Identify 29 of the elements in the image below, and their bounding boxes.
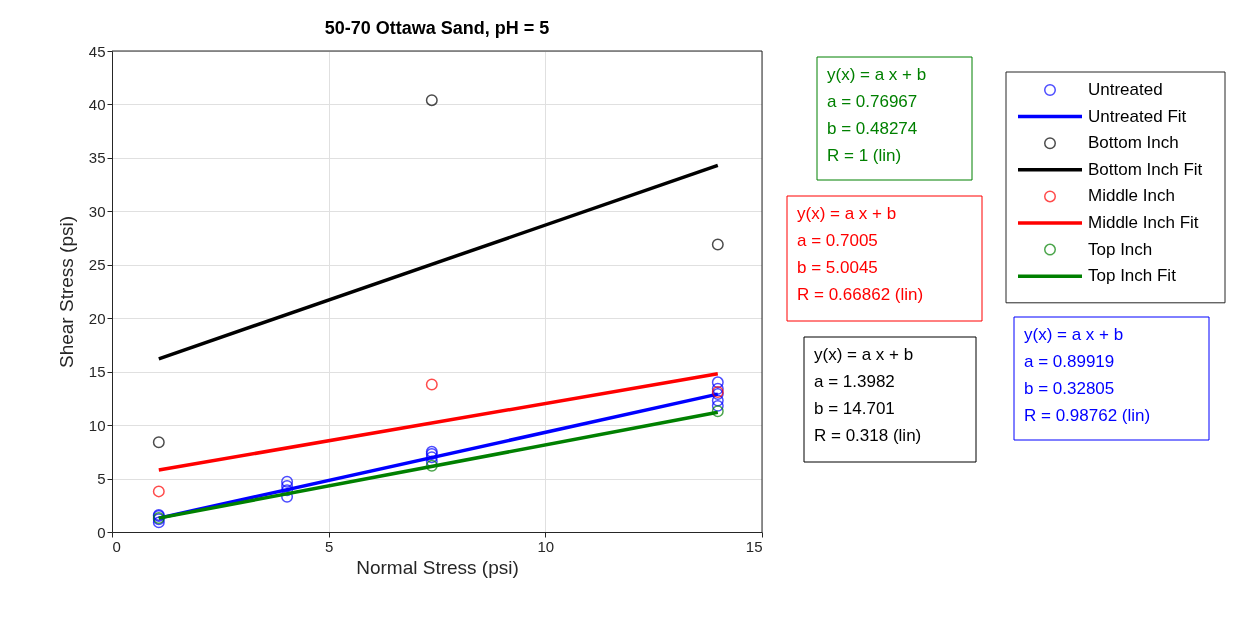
legend-label: Untreated Fit: [1088, 106, 1187, 126]
y-tick-label: 35: [88, 149, 106, 167]
y-tick-label: 30: [88, 202, 106, 220]
y-tick-label: 20: [88, 309, 106, 327]
x-axis-title: Normal Stress (psi): [356, 556, 519, 578]
legend-label: Middle Inch: [1088, 186, 1175, 206]
chart-title: 50-70 Ottawa Sand, pH = 5: [324, 18, 550, 38]
x-tick-label: 5: [324, 537, 334, 555]
text: y(x) = a x + b a = 0.7005 b = 5.0045 R = 0.66862 (lin): [797, 204, 924, 304]
y-tick-label: 5: [97, 470, 106, 488]
y-tick-label: 0: [97, 523, 106, 541]
text: y(x) = a x + b a = 0.76967 b = 0.48274 R = 1 (lin): [827, 65, 927, 165]
text: y(x) = a x + b a = 0.89919 b = 0.32805 R = 0.98762 (lin): [1024, 325, 1151, 425]
y-axis-title: Shear Stress (psi): [55, 215, 77, 369]
x-tick-label: 0: [112, 537, 121, 555]
x-tick-label: 10: [537, 537, 555, 555]
legend-label: Untreated: [1088, 80, 1163, 99]
text: y(x) = a x + b a = 1.3982 b = 14.701 R = 0.318 (lin): [814, 345, 922, 445]
y-tick-label: 45: [88, 42, 106, 60]
legend-label: Top Inch Fit: [1088, 266, 1177, 286]
legend-label: Middle Inch Fit: [1088, 213, 1199, 232]
y-tick-label: 15: [88, 363, 106, 381]
x-tick-label: 15: [745, 537, 763, 555]
legend-label: Top Inch: [1088, 239, 1153, 259]
y-tick-label: 25: [88, 256, 106, 274]
y-tick-label: 40: [88, 95, 106, 113]
legend-label: Bottom Inch: [1088, 133, 1179, 153]
y-tick-label: 10: [88, 416, 106, 434]
legend-label: Bottom Inch Fit: [1088, 159, 1203, 179]
